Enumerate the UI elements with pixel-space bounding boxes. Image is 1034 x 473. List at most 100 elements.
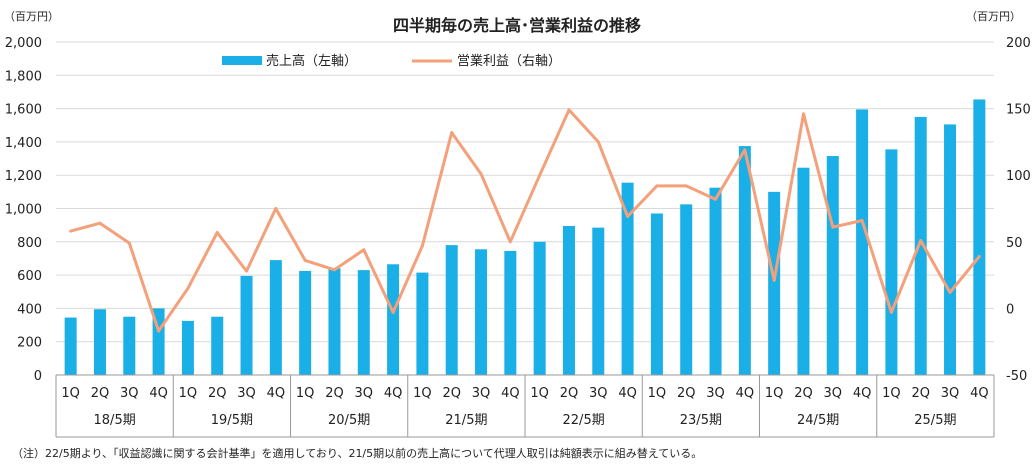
- point-operating-profit: [186, 286, 190, 290]
- point-operating-profit: [772, 278, 776, 282]
- bar-sales: [973, 99, 986, 375]
- left-tick-label: 2,000: [5, 36, 42, 51]
- point-operating-profit: [391, 310, 395, 314]
- bar-sales: [914, 116, 927, 376]
- bar-sales: [797, 167, 810, 375]
- left-axis-unit: （百万円）: [4, 10, 59, 23]
- bar-sales: [64, 317, 77, 375]
- quarter-label: 3Q: [589, 386, 608, 401]
- bar-sales: [211, 316, 224, 375]
- point-operating-profit: [567, 108, 571, 112]
- point-operating-profit: [977, 254, 981, 258]
- gridlines: [56, 41, 994, 343]
- right-tick-label: -50: [1006, 369, 1027, 384]
- point-operating-profit: [714, 197, 718, 201]
- right-tick-label: 0: [1006, 302, 1014, 317]
- quarter-label: 1Q: [61, 386, 80, 401]
- quarter-label: 1Q: [648, 386, 667, 401]
- point-operating-profit: [245, 269, 249, 273]
- point-operating-profit: [303, 258, 307, 262]
- quarter-label: 1Q: [296, 386, 315, 401]
- quarter-label: 3Q: [472, 386, 491, 401]
- quarter-label: 4Q: [853, 386, 872, 401]
- left-tick-label: 800: [17, 236, 42, 251]
- bar-sales: [944, 124, 957, 375]
- quarter-label: 2Q: [208, 386, 227, 401]
- period-label: 23/5期: [680, 413, 722, 428]
- line-series-operating-profit: [69, 108, 981, 333]
- bar-sales: [533, 241, 546, 375]
- legend-label-sales: 売上高（左軸）: [266, 53, 357, 69]
- quarter-label: 2Q: [442, 386, 461, 401]
- bar-sales: [650, 213, 663, 375]
- quarter-label: 2Q: [911, 386, 930, 401]
- quarter-label: 3Q: [120, 386, 139, 401]
- point-operating-profit: [655, 184, 659, 188]
- point-operating-profit: [801, 112, 805, 116]
- point-operating-profit: [420, 244, 424, 248]
- quarter-label: 4Q: [970, 386, 989, 401]
- bar-sales: [504, 250, 517, 375]
- bar-sales: [445, 245, 458, 375]
- point-operating-profit: [479, 172, 483, 176]
- period-label: 19/5期: [211, 413, 253, 428]
- legend: 売上高（左軸） 営業利益（右軸）: [222, 53, 561, 69]
- quarter-label: 3Q: [706, 386, 725, 401]
- bar-sales: [592, 227, 605, 375]
- point-operating-profit: [215, 230, 219, 234]
- footnote: （注）22/5期より、「収益認識に関する会計基準」を適用しており、21/5期以前…: [12, 446, 702, 460]
- quarter-label: 2Q: [677, 386, 696, 401]
- bar-sales: [856, 109, 869, 376]
- point-operating-profit: [362, 248, 366, 252]
- bar-sales: [299, 270, 312, 375]
- period-label: 22/5期: [563, 413, 605, 428]
- quarter-label: 4Q: [736, 386, 755, 401]
- point-operating-profit: [508, 240, 512, 244]
- point-operating-profit: [69, 229, 73, 233]
- line-operating-profit: [70, 108, 981, 333]
- right-tick-label: 200: [1006, 36, 1031, 51]
- bar-sales: [387, 264, 400, 375]
- quarter-label: 4Q: [501, 386, 520, 401]
- left-tick-label: 1,600: [5, 103, 42, 118]
- point-operating-profit: [743, 148, 747, 152]
- point-operating-profit: [332, 268, 336, 272]
- point-operating-profit: [127, 241, 131, 245]
- left-tick-label: 1,000: [5, 203, 42, 218]
- quarter-label: 1Q: [765, 386, 784, 401]
- quarter-label: 4Q: [149, 386, 168, 401]
- bar-series-sales: [64, 99, 986, 376]
- quarter-label: 2Q: [560, 386, 579, 401]
- left-tick-label: 1,800: [5, 69, 42, 84]
- bar-sales: [357, 270, 370, 375]
- legend-swatch-sales: [222, 56, 262, 65]
- period-label: 18/5期: [94, 413, 136, 428]
- bar-sales: [621, 182, 634, 375]
- period-label: 21/5期: [445, 413, 487, 428]
- point-operating-profit: [860, 218, 864, 222]
- bar-sales: [416, 272, 429, 375]
- right-tick-label: 150: [1006, 103, 1031, 118]
- quarter-label: 2Q: [325, 386, 344, 401]
- bar-sales: [709, 187, 722, 375]
- period-label: 20/5期: [328, 413, 370, 428]
- quarter-label: 3Q: [824, 386, 843, 401]
- quarter-label: 1Q: [179, 386, 198, 401]
- right-axis-unit: （百万円）: [966, 10, 1021, 23]
- quarter-label: 1Q: [413, 386, 432, 401]
- point-operating-profit: [450, 131, 454, 135]
- bar-sales: [885, 149, 898, 375]
- quarter-label: 2Q: [91, 386, 110, 401]
- left-tick-label: 1,200: [5, 169, 42, 184]
- bar-sales: [269, 260, 282, 375]
- chart-title: 四半期毎の売上高･営業利益の推移: [393, 16, 641, 35]
- bar-sales: [738, 146, 751, 375]
- point-operating-profit: [98, 221, 102, 225]
- quarter-label: 1Q: [530, 386, 549, 401]
- quarter-label: 4Q: [267, 386, 286, 401]
- point-operating-profit: [538, 173, 542, 177]
- point-operating-profit: [626, 214, 630, 218]
- quarter-label: 3Q: [355, 386, 374, 401]
